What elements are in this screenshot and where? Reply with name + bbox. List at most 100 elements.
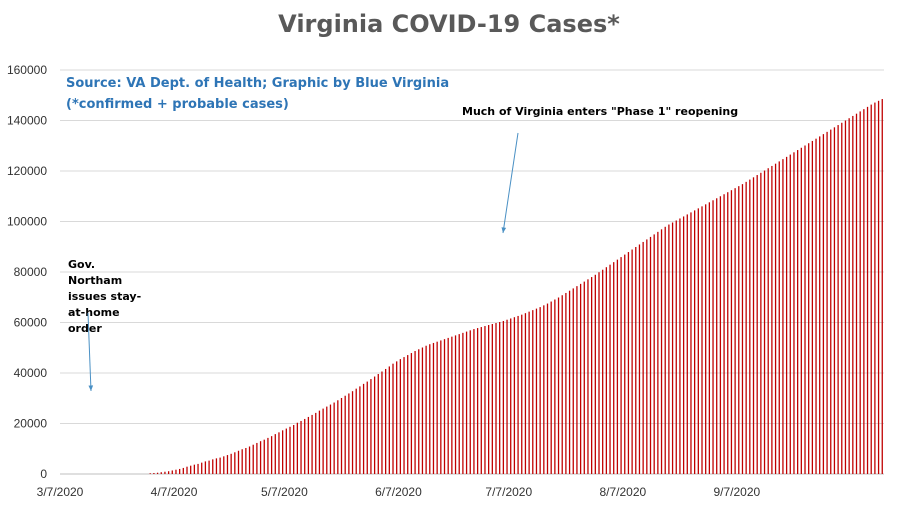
data-bar xyxy=(679,218,681,474)
data-bar xyxy=(833,127,836,474)
data-bar xyxy=(440,340,442,474)
data-bar xyxy=(484,326,486,474)
data-bar xyxy=(734,188,736,475)
data-bar xyxy=(204,461,207,475)
y-tick-label: 60000 xyxy=(14,316,48,330)
data-bar xyxy=(201,462,203,474)
data-bar xyxy=(745,181,747,475)
data-bar xyxy=(491,324,493,474)
data-bar xyxy=(274,434,276,474)
data-bar xyxy=(859,111,861,474)
data-bar xyxy=(785,156,788,475)
data-bar xyxy=(594,274,596,474)
data-bar xyxy=(690,212,692,474)
chart-title: Virginia COVID-19 Cases* xyxy=(278,10,620,38)
data-bar xyxy=(837,125,839,475)
data-bar xyxy=(870,104,872,474)
data-bar xyxy=(179,468,181,474)
y-tick-label: 80000 xyxy=(14,265,48,279)
data-bar xyxy=(186,466,188,474)
data-bar xyxy=(234,452,236,474)
data-bar xyxy=(219,457,221,474)
data-bar xyxy=(256,442,258,474)
data-bar xyxy=(333,402,335,474)
data-bar xyxy=(476,328,479,474)
data-bar xyxy=(326,406,328,474)
data-bar xyxy=(874,102,876,474)
data-bar xyxy=(454,335,457,474)
data-bar xyxy=(830,129,832,474)
data-bar xyxy=(804,145,806,474)
data-bar xyxy=(701,206,703,474)
data-bar xyxy=(289,426,291,474)
data-bar xyxy=(848,118,850,474)
data-bar xyxy=(362,383,365,474)
data-bar xyxy=(432,342,435,474)
data-bar xyxy=(304,418,306,474)
data-bar xyxy=(215,458,218,474)
x-tick-label: 6/7/2020 xyxy=(375,485,422,499)
data-bar xyxy=(605,267,608,474)
data-bar xyxy=(730,190,733,474)
data-bar xyxy=(572,288,574,474)
data-bar xyxy=(517,315,519,474)
data-bar xyxy=(149,473,151,474)
data-bar xyxy=(613,262,615,474)
data-bar xyxy=(311,414,313,474)
data-bar xyxy=(315,412,317,474)
data-bar xyxy=(635,247,637,474)
data-bar xyxy=(532,310,534,474)
data-bar xyxy=(392,363,394,474)
y-tick-label: 0 xyxy=(40,467,47,481)
data-bar xyxy=(245,447,247,474)
x-tick-label: 3/7/2020 xyxy=(37,485,84,499)
data-bar xyxy=(686,214,688,474)
y-tick-label: 140000 xyxy=(7,114,47,128)
data-bar xyxy=(443,339,446,474)
data-bar xyxy=(763,170,766,474)
annotation-arrow-phase1 xyxy=(501,132,519,234)
data-bar xyxy=(741,184,744,474)
data-bar xyxy=(153,472,155,474)
annotation-phase1-reopening: Much of Virginia enters "Phase 1" reopen… xyxy=(462,105,739,118)
data-bar xyxy=(760,172,762,474)
data-bar xyxy=(429,344,431,474)
data-bar xyxy=(285,428,287,474)
data-bar xyxy=(826,131,828,475)
data-bar xyxy=(866,106,869,475)
data-bar xyxy=(694,210,696,474)
data-bar xyxy=(377,374,379,474)
data-bar xyxy=(473,329,475,474)
data-bar xyxy=(576,286,578,474)
data-bar xyxy=(738,186,740,474)
data-bar xyxy=(403,357,405,474)
data-bar xyxy=(385,368,387,474)
chart-subtitle-source: Source: VA Dept. of Health; Graphic by B… xyxy=(66,76,450,91)
data-bar xyxy=(598,272,600,474)
data-bar xyxy=(300,420,302,474)
data-bar xyxy=(712,200,714,475)
data-bar xyxy=(631,249,633,474)
data-bar xyxy=(370,379,372,474)
data-bar xyxy=(587,279,589,474)
data-bar xyxy=(348,393,350,474)
data-bar xyxy=(241,449,243,474)
x-tick-label: 8/7/2020 xyxy=(599,485,646,499)
data-bar xyxy=(359,386,361,474)
data-bar xyxy=(425,345,427,474)
data-bar xyxy=(624,254,626,474)
data-bar xyxy=(697,208,699,474)
data-bar xyxy=(727,192,729,474)
data-bar xyxy=(513,317,516,474)
data-bar xyxy=(771,165,773,474)
data-bar xyxy=(263,439,265,474)
data-bar xyxy=(175,469,177,474)
data-bar xyxy=(282,430,284,474)
data-bar xyxy=(565,292,567,474)
data-bar xyxy=(167,471,170,474)
annotation-arrow-stay-at-home xyxy=(87,312,94,392)
data-bar xyxy=(329,404,332,474)
data-bar xyxy=(591,277,593,474)
data-bar xyxy=(841,122,843,475)
data-bar xyxy=(506,319,508,474)
